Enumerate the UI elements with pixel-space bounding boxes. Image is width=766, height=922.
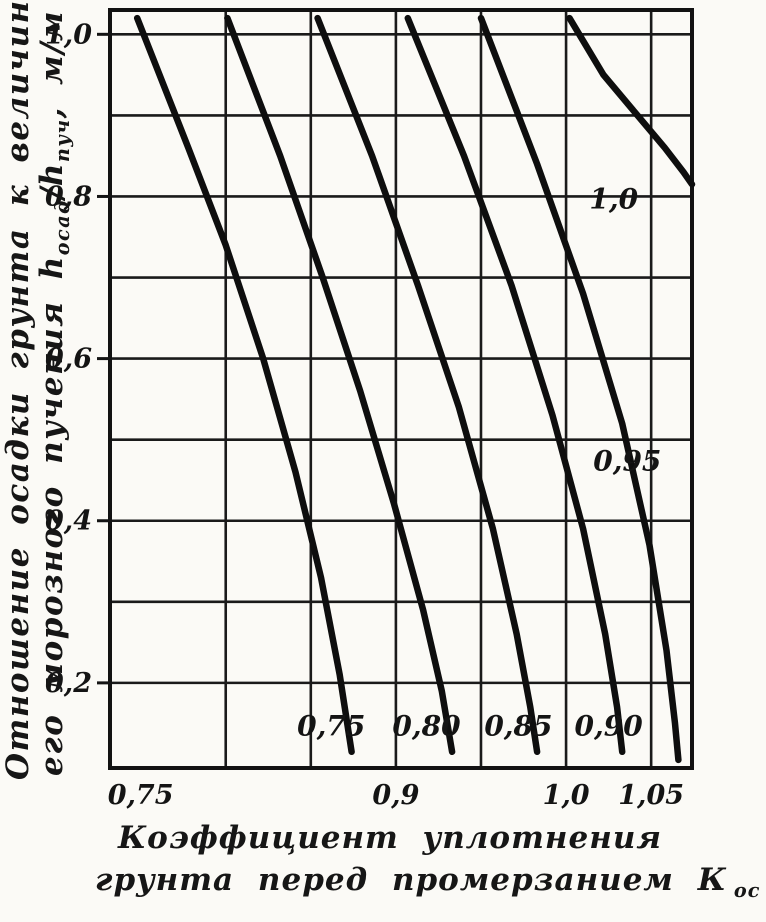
y-tick-label: 0,6 [45, 344, 92, 375]
x-axis-label-line1: Коэффициент уплотнения [117, 820, 663, 856]
y-tick-label: 0,2 [45, 668, 92, 699]
x-axis-label-text: грунта перед промерзанием К [95, 862, 727, 898]
y-tick-label: 0,4 [45, 506, 92, 537]
y-axis-label-line1: Отношение осадки грунта к величине [0, 0, 36, 780]
curve-0,80 [224, 14, 456, 756]
curve-label: 1,0 [589, 183, 638, 216]
curve-label: 0,85 [484, 710, 552, 743]
curve-1,0 [566, 14, 696, 188]
curve-0,90 [404, 14, 626, 756]
curve-0,95 [477, 14, 682, 764]
x-tick-label: 1,0 [543, 780, 590, 811]
plot-border [108, 8, 694, 770]
curve-label: 0,90 [575, 710, 644, 743]
curve-label: 0,80 [392, 710, 461, 743]
y-axis-label-slash: /h [34, 162, 70, 199]
curve-0,85 [314, 14, 541, 756]
y-axis-subscript-puch: пуч [51, 118, 75, 163]
curve-label: 0,75 [297, 710, 365, 743]
y-axis-label-line2: его морозного пучения hосад/hпуч, м/м [34, 4, 81, 782]
y-tick-label: 0,8 [45, 181, 92, 212]
x-axis-subscript-oc: ос [733, 879, 761, 903]
y-axis-subscript-osad: осад [51, 198, 75, 256]
curve-label: 0,95 [593, 444, 661, 477]
x-tick-label: 0,75 [108, 780, 174, 811]
curve-0,75 [133, 14, 355, 756]
y-tick-label: 1,0 [45, 19, 92, 50]
y-axis-label-text-2: его морозного пучения h [34, 255, 70, 776]
y-axis-label-text-1: Отношение осадки грунта к величине [0, 0, 36, 780]
x-tick-label: 0,9 [372, 780, 419, 811]
y-axis-label-units: , м/м [34, 10, 70, 119]
x-tick-label: 1,05 [618, 780, 684, 811]
